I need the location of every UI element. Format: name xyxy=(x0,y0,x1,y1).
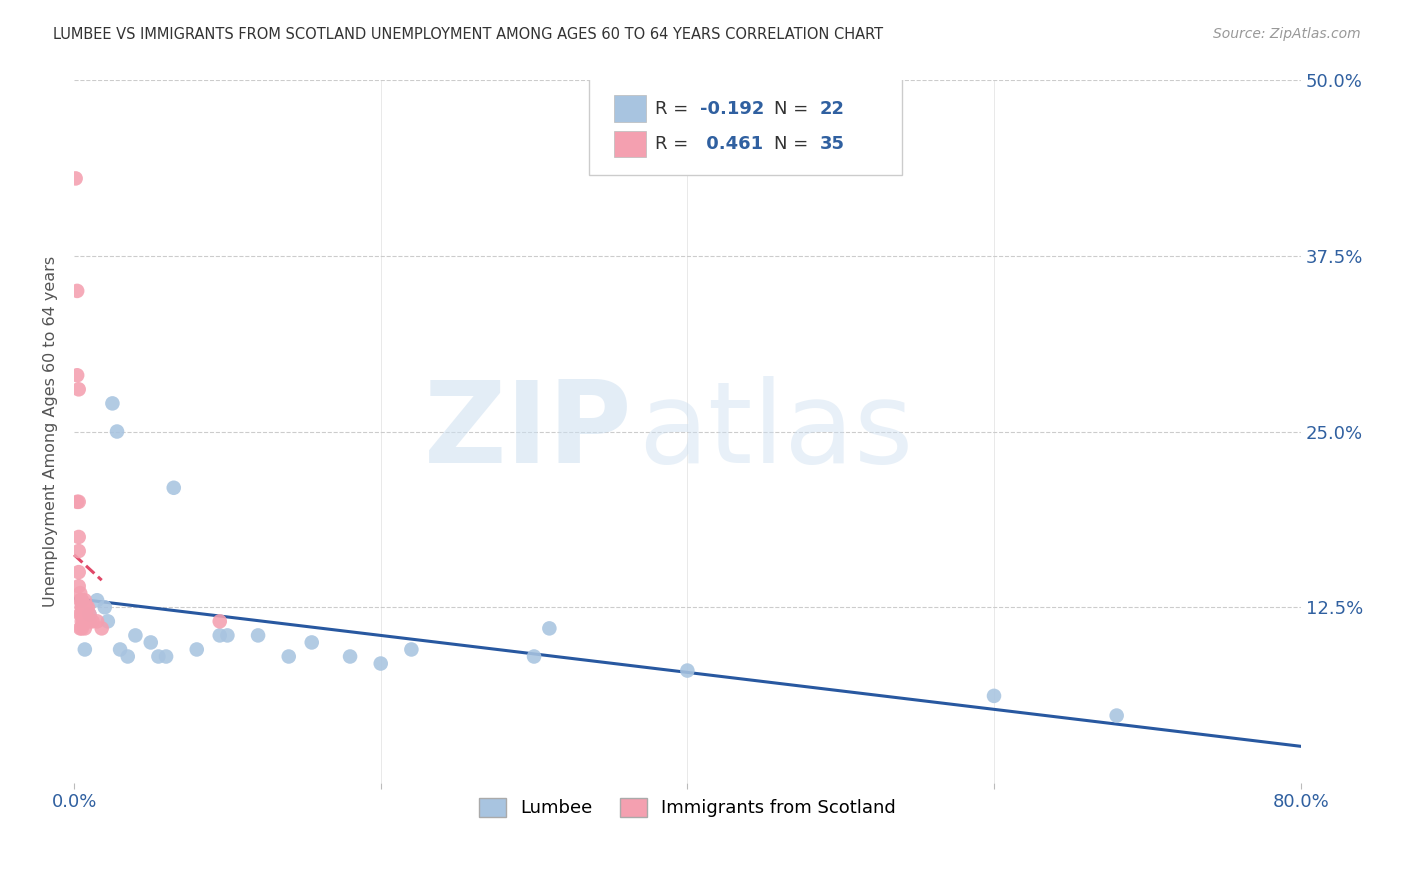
Point xyxy=(67,565,90,579)
Point xyxy=(82,615,104,629)
Text: 22: 22 xyxy=(820,100,845,118)
Point xyxy=(370,657,392,671)
Text: atlas: atlas xyxy=(638,376,914,487)
Text: R =: R = xyxy=(655,135,695,153)
Point xyxy=(69,621,91,635)
Point xyxy=(70,593,93,607)
Point xyxy=(69,607,91,622)
Point xyxy=(69,593,91,607)
Point xyxy=(97,615,120,629)
Y-axis label: Unemployment Among Ages 60 to 64 years: Unemployment Among Ages 60 to 64 years xyxy=(44,256,58,607)
Point xyxy=(124,628,146,642)
Point xyxy=(523,649,546,664)
FancyBboxPatch shape xyxy=(589,78,903,175)
Point xyxy=(70,607,93,622)
Point xyxy=(983,689,1005,703)
Point xyxy=(73,600,96,615)
Point xyxy=(67,495,90,509)
Point xyxy=(70,600,93,615)
Text: Source: ZipAtlas.com: Source: ZipAtlas.com xyxy=(1213,27,1361,41)
Point xyxy=(73,621,96,635)
Point xyxy=(339,649,361,664)
Point xyxy=(70,621,93,635)
Point xyxy=(70,593,93,607)
Text: ZIP: ZIP xyxy=(423,376,633,487)
Point xyxy=(401,642,423,657)
Text: -0.192: -0.192 xyxy=(700,100,763,118)
Point xyxy=(117,649,139,664)
Point xyxy=(148,649,170,664)
Point xyxy=(94,600,117,615)
Point xyxy=(79,607,101,622)
Point xyxy=(101,396,124,410)
Text: R =: R = xyxy=(655,100,695,118)
Text: LUMBEE VS IMMIGRANTS FROM SCOTLAND UNEMPLOYMENT AMONG AGES 60 TO 64 YEARS CORREL: LUMBEE VS IMMIGRANTS FROM SCOTLAND UNEMP… xyxy=(53,27,883,42)
Point xyxy=(105,425,128,439)
Point xyxy=(66,284,89,298)
Point xyxy=(79,607,101,622)
Point xyxy=(66,368,89,383)
Text: 35: 35 xyxy=(820,135,845,153)
Text: N =: N = xyxy=(775,135,814,153)
Point xyxy=(163,481,186,495)
Point xyxy=(277,649,299,664)
Point xyxy=(77,600,100,615)
Point xyxy=(67,530,90,544)
Point xyxy=(66,495,89,509)
Point xyxy=(186,642,208,657)
Point xyxy=(676,664,699,678)
Point xyxy=(1105,708,1128,723)
Point xyxy=(208,628,231,642)
Point xyxy=(72,607,94,622)
Point xyxy=(70,615,93,629)
Point xyxy=(208,615,231,629)
Point xyxy=(73,593,96,607)
Point xyxy=(72,615,94,629)
Text: N =: N = xyxy=(775,100,814,118)
Point xyxy=(67,382,90,396)
Point xyxy=(108,642,131,657)
Point xyxy=(538,621,561,635)
Point xyxy=(155,649,177,664)
FancyBboxPatch shape xyxy=(614,130,645,157)
Point xyxy=(90,621,112,635)
Point xyxy=(65,171,87,186)
Point xyxy=(73,642,96,657)
Point xyxy=(70,600,93,615)
Point xyxy=(72,600,94,615)
Point xyxy=(79,615,101,629)
Point xyxy=(67,544,90,558)
Point xyxy=(139,635,162,649)
Point xyxy=(301,635,323,649)
Point xyxy=(86,593,108,607)
Point xyxy=(86,615,108,629)
FancyBboxPatch shape xyxy=(614,95,645,122)
Point xyxy=(247,628,270,642)
Point xyxy=(67,579,90,593)
Point xyxy=(75,607,97,622)
Point xyxy=(217,628,239,642)
Text: 0.461: 0.461 xyxy=(700,135,763,153)
Point xyxy=(75,600,97,615)
Legend: Lumbee, Immigrants from Scotland: Lumbee, Immigrants from Scotland xyxy=(471,791,903,824)
Point xyxy=(69,586,91,600)
